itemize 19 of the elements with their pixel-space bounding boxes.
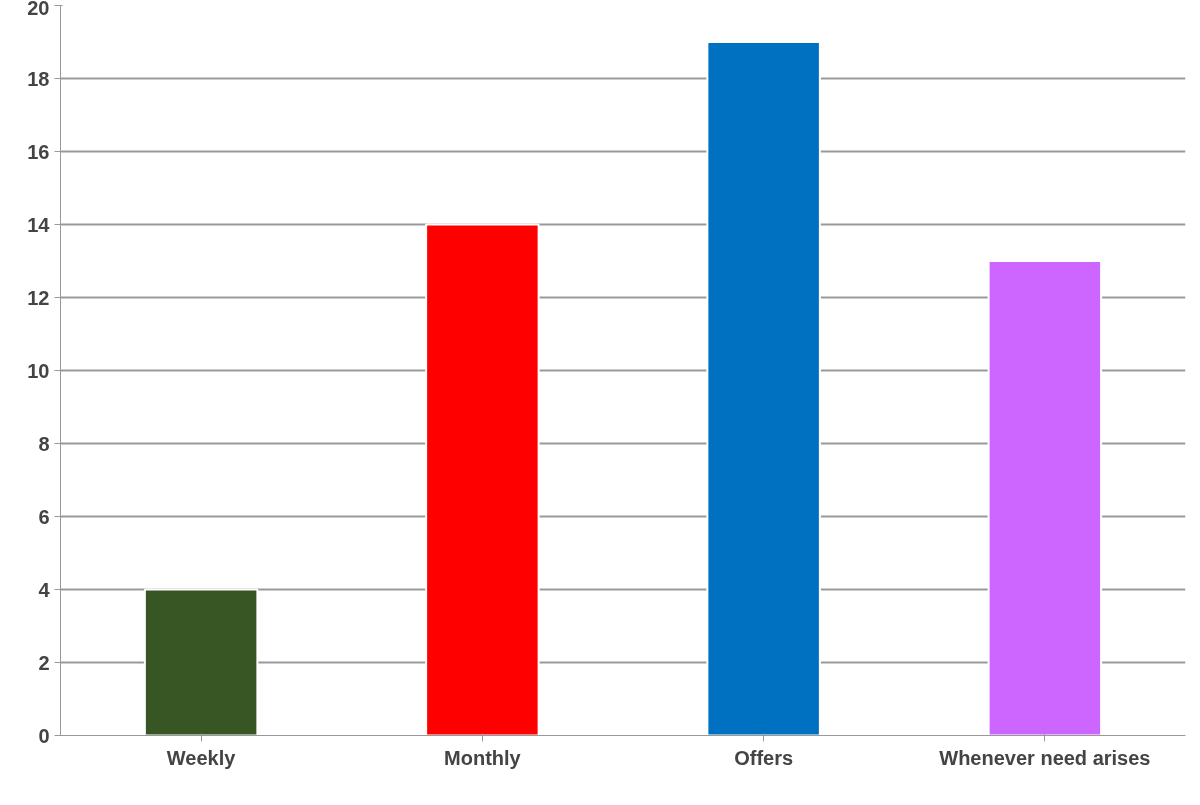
x-tick-label: Weekly <box>166 746 237 769</box>
y-tick-label: 16 <box>27 140 50 163</box>
y-tick-label: 4 <box>38 578 51 601</box>
y-tick-label: 2 <box>38 651 50 674</box>
bar <box>425 223 540 736</box>
y-tick-label: 0 <box>38 724 50 747</box>
x-tick-label: Monthly <box>444 746 522 769</box>
y-tick-label: 8 <box>38 432 50 455</box>
y-tick-label: 18 <box>27 67 50 90</box>
y-tick-label: 14 <box>27 213 51 236</box>
bar <box>143 588 259 736</box>
y-tick-label: 20 <box>27 0 50 19</box>
y-tick-label: 10 <box>27 359 50 382</box>
x-tick-label: Whenever need arises <box>939 746 1151 769</box>
bar <box>987 260 1103 736</box>
y-tick-label: 12 <box>27 286 50 309</box>
y-tick-label: 6 <box>38 505 50 528</box>
bar <box>706 41 821 736</box>
x-tick-label: Offers <box>734 746 794 769</box>
